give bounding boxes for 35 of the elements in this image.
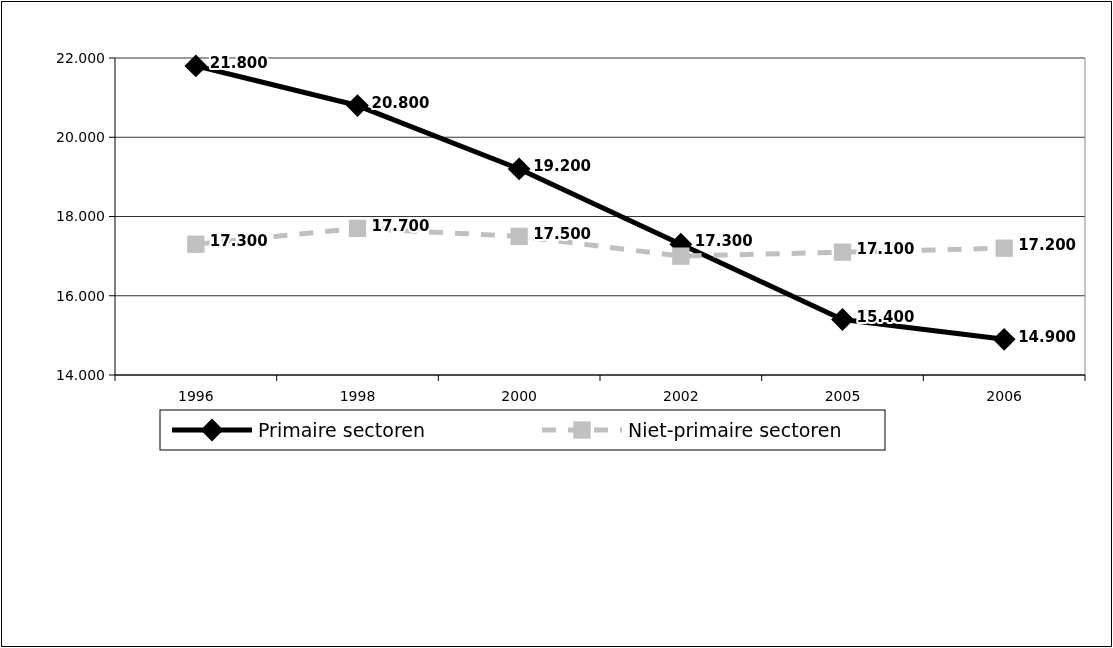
- data-label: 17.200: [1018, 236, 1077, 255]
- data-label: 19.200: [533, 157, 592, 176]
- data-label: 17.500: [533, 224, 592, 243]
- data-label: 15.400: [856, 307, 915, 326]
- y-tick-label: 22.000: [56, 49, 105, 66]
- x-tick-label: 2002: [663, 388, 699, 404]
- point: [348, 219, 367, 238]
- x-tick-label: 2005: [824, 388, 861, 404]
- x-tick-label: 1998: [339, 388, 376, 404]
- data-label: 14.900: [1018, 327, 1077, 346]
- data-label: 17.100: [856, 240, 915, 259]
- legend-label: Niet-primaire sectoren: [628, 418, 842, 441]
- point: [992, 327, 1016, 351]
- point: [346, 94, 369, 117]
- point: [507, 157, 531, 181]
- data-label: 21.800: [209, 54, 268, 73]
- y-tick-label: 20.000: [56, 129, 105, 146]
- y-tick-label: 14.000: [56, 366, 105, 383]
- legend-label: Primaire sectoren: [258, 418, 426, 441]
- y-tick-label: 18.000: [56, 208, 105, 225]
- point: [672, 247, 690, 265]
- x-tick-label: 2006: [986, 388, 1023, 404]
- data-label: 20.800: [371, 93, 430, 112]
- point: [995, 239, 1013, 257]
- point: [187, 235, 205, 253]
- point: [833, 243, 852, 261]
- point: [184, 54, 208, 78]
- data-label: 17.700: [371, 216, 430, 235]
- x-tick-label: 2000: [501, 388, 537, 404]
- data-label: 17.300: [694, 232, 753, 251]
- x-tick-label: 1996: [178, 388, 214, 404]
- point: [510, 227, 528, 245]
- y-tick-label: 16.000: [56, 287, 105, 304]
- data-label: 17.300: [209, 232, 268, 251]
- point: [831, 308, 854, 331]
